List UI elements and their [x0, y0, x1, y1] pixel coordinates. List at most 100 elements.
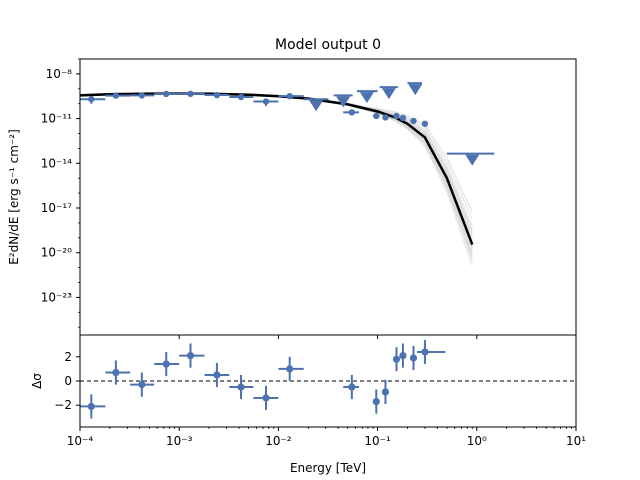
residual-marker — [186, 351, 195, 360]
flux-point — [421, 120, 429, 127]
residual-marker — [286, 365, 294, 373]
flux-point — [179, 90, 205, 98]
model-sample-line — [80, 91, 473, 213]
upper-limit — [303, 98, 329, 112]
x-tick-label: 10⁰ — [467, 434, 487, 448]
x-axis-label: Energy [TeV] — [290, 461, 366, 475]
residual-point — [372, 389, 380, 414]
resid-y-tick-label: −2 — [54, 398, 72, 412]
upper-limit — [446, 152, 495, 166]
model-sample-line — [80, 92, 473, 243]
residual-point — [381, 379, 390, 404]
x-tick-label: 10⁻⁴ — [67, 434, 94, 448]
flux-point-marker — [399, 114, 407, 122]
residual-point — [417, 339, 446, 365]
x-tick-label: 10⁻¹ — [364, 434, 391, 448]
residual-marker — [381, 388, 390, 396]
model-sample-line — [80, 92, 473, 239]
model-sample-line — [80, 93, 473, 248]
model-sample-line — [80, 92, 473, 231]
residual-marker — [138, 381, 146, 389]
flux-point — [154, 90, 180, 98]
x-tick-label: 10⁻³ — [166, 434, 193, 448]
upper-limit — [333, 94, 353, 108]
flux-point-marker — [393, 112, 400, 120]
residual-point — [105, 360, 131, 385]
residual-point — [392, 347, 401, 372]
flux-point — [204, 91, 230, 99]
residual-marker — [162, 360, 170, 368]
upper-limit — [407, 82, 423, 96]
main-y-tick-label: 10⁻¹¹ — [41, 112, 72, 126]
flux-point-marker — [187, 90, 194, 98]
flux-point-marker — [410, 117, 417, 125]
flux-point-marker — [262, 98, 270, 105]
flux-point-marker — [138, 92, 146, 99]
flux-point — [382, 114, 389, 121]
flux-point-marker — [88, 96, 95, 103]
upper-limit-marker — [309, 100, 324, 112]
residual-marker — [372, 397, 380, 406]
residual-point — [204, 362, 230, 388]
resid-y-tick-label: 2 — [64, 350, 72, 364]
flux-plot: 10⁻⁸ 10⁻¹¹ 10⁻¹⁴ 10⁻¹⁷ 10⁻²⁰ 10⁻²³ — [41, 58, 577, 339]
flux-point — [105, 92, 131, 99]
flux-point — [399, 114, 407, 122]
residual-marker — [112, 368, 120, 377]
flux-point — [80, 96, 106, 104]
residual-point — [179, 343, 205, 368]
flux-point — [343, 109, 360, 116]
residual-point — [253, 385, 279, 411]
upper-limit — [379, 86, 398, 100]
flux-point — [393, 112, 400, 120]
residual-marker — [421, 348, 429, 356]
flux-point — [410, 117, 417, 125]
residual-point — [130, 372, 155, 397]
flux-point — [373, 112, 380, 120]
residual-marker — [213, 371, 221, 379]
x-tick-label: 10⁻² — [265, 434, 292, 448]
upper-limit — [357, 90, 378, 104]
model-sample-line — [80, 93, 473, 253]
residual-marker — [237, 383, 245, 391]
main-y-tick-label: 10⁻¹⁴ — [41, 156, 72, 170]
residual-marker — [409, 354, 418, 362]
upper-limit-marker — [359, 92, 374, 104]
main-y-tick-label: 10⁻²⁰ — [41, 246, 72, 260]
model-sample-line — [80, 92, 473, 236]
main-y-tick-label: 10⁻¹⁷ — [41, 201, 72, 215]
upper-limit-marker — [408, 84, 423, 96]
residual-point — [229, 374, 254, 400]
residual-point — [154, 351, 180, 377]
residual-point — [343, 374, 360, 400]
residual-marker — [392, 355, 401, 363]
flux-point-marker — [382, 114, 389, 121]
main-y-tick-label: 10⁻⁸ — [46, 67, 73, 81]
chart-title: Model output 0 — [275, 37, 381, 53]
upper-limit-marker — [336, 96, 351, 108]
flux-point-marker — [237, 93, 245, 101]
flux-point-marker — [348, 109, 356, 116]
flux-point-marker — [112, 92, 120, 99]
x-tick-label: 10¹ — [566, 434, 586, 448]
model-line — [80, 92, 474, 246]
flux-point — [130, 92, 155, 99]
main-y-label: E²dN/dE [erg s⁻¹ cm⁻²] — [7, 129, 21, 265]
residual-marker — [348, 383, 356, 391]
flux-point — [278, 92, 304, 100]
upper-limit-marker — [381, 88, 396, 100]
flux-point-marker — [286, 92, 293, 100]
flux-point — [253, 98, 279, 107]
resid-y-label: Δσ — [30, 373, 44, 389]
residual-point — [409, 345, 418, 371]
residual-marker — [87, 402, 95, 411]
residual-marker — [399, 351, 407, 360]
flux-point — [229, 93, 254, 101]
model-sample-line — [80, 92, 473, 233]
resid-y-tick-label: 0 — [64, 374, 72, 388]
residual-plot: 2 0 −2 10⁻⁴ 10⁻³ 10⁻² 10⁻¹ 10⁰ 10¹ — [54, 334, 586, 448]
model-sample-line — [80, 93, 473, 251]
flux-point-marker — [421, 120, 429, 127]
flux-point-marker — [163, 90, 170, 98]
